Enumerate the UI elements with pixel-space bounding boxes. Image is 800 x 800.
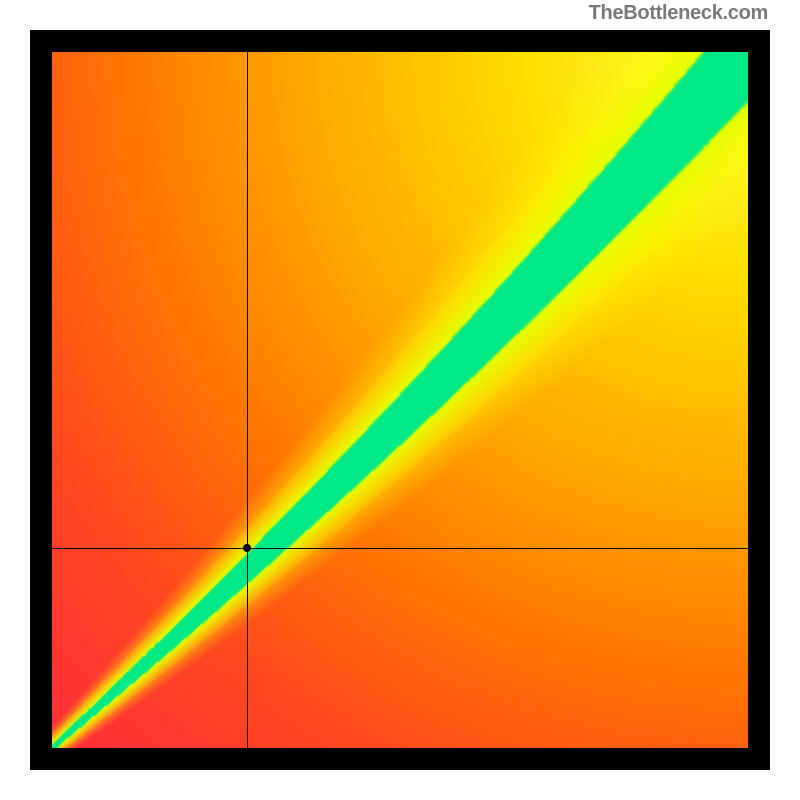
heatmap-canvas bbox=[52, 52, 748, 748]
plot-area bbox=[52, 52, 748, 748]
chart-container: TheBottleneck.com bbox=[0, 0, 800, 800]
crosshair-horizontal bbox=[52, 548, 748, 549]
crosshair-vertical bbox=[247, 52, 248, 748]
plot-frame bbox=[30, 30, 770, 770]
watermark-text: TheBottleneck.com bbox=[589, 2, 768, 25]
marker-dot bbox=[243, 544, 251, 552]
